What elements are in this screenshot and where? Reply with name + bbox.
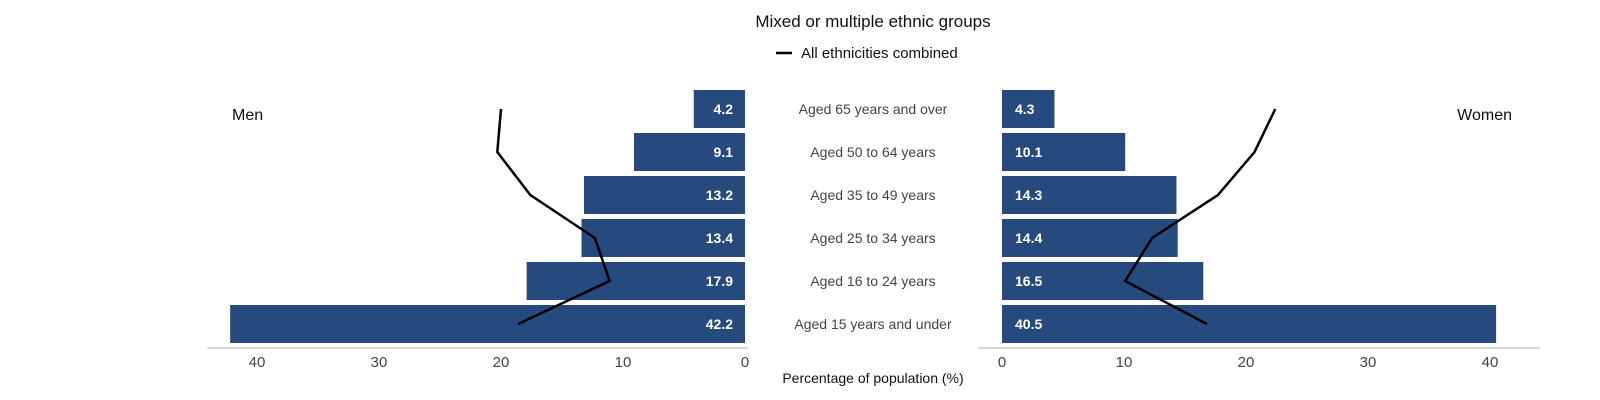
men-bar xyxy=(693,90,745,128)
women-bar-value-label: 14.4 xyxy=(1015,230,1042,246)
men-bar-value-label: 17.9 xyxy=(706,273,733,289)
women-x-tick-label: 20 xyxy=(1238,354,1255,371)
men-panel-label: Men xyxy=(232,107,263,124)
men-bar xyxy=(230,305,745,343)
men-all-ethnicities-line xyxy=(496,108,612,326)
women-bar xyxy=(1002,305,1497,343)
women-bar-value-label: 16.5 xyxy=(1015,273,1042,289)
women-bar-value-label: 4.3 xyxy=(1015,101,1035,117)
men-x-tick-label: 30 xyxy=(371,354,388,371)
women-bar-value-label: 10.1 xyxy=(1015,144,1042,160)
men-bar-value-label: 13.4 xyxy=(706,230,733,246)
women-panel-label: Women xyxy=(1457,107,1512,124)
women-bar xyxy=(1002,90,1055,128)
women-bar-value-label: 40.5 xyxy=(1015,316,1042,332)
men-bar xyxy=(526,262,745,300)
chart-title: Mixed or multiple ethnic groups xyxy=(755,12,990,31)
men-bar-value-label: 9.1 xyxy=(714,144,734,160)
category-label: Aged 35 to 49 years xyxy=(810,187,935,203)
women-x-tick-label: 40 xyxy=(1482,354,1499,371)
category-label: Aged 16 to 24 years xyxy=(810,273,935,289)
women-x-tick-label: 0 xyxy=(998,354,1006,371)
men-x-tick-label: 0 xyxy=(741,354,749,371)
women-bar xyxy=(1002,219,1178,257)
men-bar-value-label: 13.2 xyxy=(706,187,733,203)
chart-marks: Aged 65 years and over 4.2 4.3 Aged 50 to 6… xyxy=(207,90,1540,371)
men-bar xyxy=(633,133,745,171)
women-bar xyxy=(1002,176,1177,214)
women-x-tick-label: 10 xyxy=(1116,354,1133,371)
men-bar xyxy=(581,219,745,257)
men-bar-value-label: 4.2 xyxy=(714,101,734,117)
men-x-tick-label: 40 xyxy=(249,354,266,371)
category-label: Aged 50 to 64 years xyxy=(810,144,935,160)
men-x-tick-label: 10 xyxy=(615,354,632,371)
men-x-tick-label: 20 xyxy=(493,354,510,371)
x-axis-title: Percentage of population (%) xyxy=(782,370,963,386)
category-label: Aged 25 to 34 years xyxy=(810,230,935,246)
women-bar-value-label: 14.3 xyxy=(1015,187,1042,203)
category-label: Aged 15 years and under xyxy=(794,316,952,332)
men-bar-value-label: 42.2 xyxy=(706,316,733,332)
legend-label: All ethnicities combined xyxy=(801,45,958,62)
women-x-tick-label: 30 xyxy=(1360,354,1377,371)
women-bar xyxy=(1002,133,1126,171)
men-bar xyxy=(583,176,745,214)
women-bar xyxy=(1002,262,1204,300)
women-all-ethnicities-line xyxy=(1123,108,1277,326)
category-label: Aged 65 years and over xyxy=(799,101,948,117)
